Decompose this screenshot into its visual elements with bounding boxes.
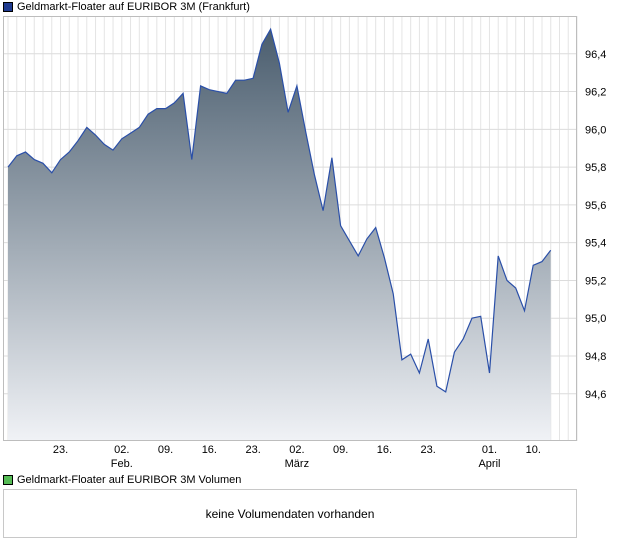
x-tick-label: 10. <box>526 444 541 456</box>
x-month-label: Feb. <box>111 458 133 470</box>
no-volume-message: keine Volumendaten vorhanden <box>205 506 375 521</box>
x-tick-label: 23. <box>245 444 260 456</box>
x-tick-label: 09. <box>333 444 348 456</box>
y-tick-label: 96,4 <box>585 49 606 61</box>
volume-legend-swatch <box>3 475 13 485</box>
y-tick-label: 94,6 <box>585 389 606 401</box>
x-tick-label: 02. <box>289 444 304 456</box>
x-tick-label: 16. <box>202 444 217 456</box>
x-tick-label: 23. <box>421 444 436 456</box>
x-tick-label: 16. <box>377 444 392 456</box>
y-tick-label: 95,4 <box>585 238 606 250</box>
y-tick-label: 96,0 <box>585 124 606 136</box>
x-tick-label: 02. <box>114 444 129 456</box>
y-tick-label: 95,2 <box>585 275 606 287</box>
price-legend: Geldmarkt-Floater auf EURIBOR 3M (Frankf… <box>3 0 250 14</box>
volume-legend: Geldmarkt-Floater auf EURIBOR 3M Volumen <box>3 473 241 487</box>
price-legend-label: Geldmarkt-Floater auf EURIBOR 3M (Frankf… <box>17 1 250 13</box>
y-tick-label: 95,6 <box>585 200 606 212</box>
plot-frame <box>3 16 577 441</box>
y-tick-label: 95,0 <box>585 313 606 325</box>
x-month-label: März <box>285 458 309 470</box>
volume-panel: keine Volumendaten vorhanden <box>3 489 577 538</box>
x-tick-label: 09. <box>158 444 173 456</box>
y-tick-label: 94,8 <box>585 351 606 363</box>
price-line <box>7 27 552 393</box>
x-month-label: April <box>478 458 500 470</box>
volume-legend-label: Geldmarkt-Floater auf EURIBOR 3M Volumen <box>17 474 242 486</box>
price-chart: 94,6 94,8 95,0 95,2 95,4 95,6 95,8 96,0 96,2 96,4… <box>3 16 606 470</box>
x-tick-label: 01. <box>482 444 497 456</box>
price-area <box>8 29 551 441</box>
y-tick-label: 96,2 <box>585 87 606 99</box>
price-legend-swatch <box>3 2 13 12</box>
y-tick-label: 95,8 <box>585 162 606 174</box>
x-tick-label: 23. <box>53 444 68 456</box>
